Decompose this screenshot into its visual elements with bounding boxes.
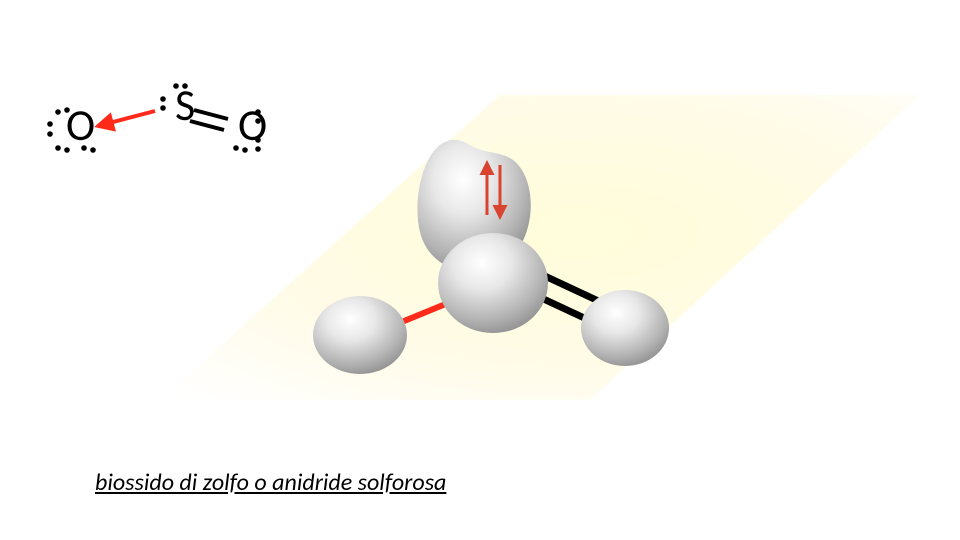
lewis-dot-o_left-2: [47, 121, 53, 127]
lewis-dot-o_left-5: [64, 147, 70, 153]
lewis-dot-o_right-3: [242, 147, 248, 153]
lewis-dot-o_right-4: [255, 137, 261, 143]
lewis-atom-o_left: O: [66, 98, 95, 152]
lewis-dot-s-2: [160, 96, 166, 102]
lewis-dot-o_left-7: [90, 147, 96, 153]
diagram-svg: OSO: [0, 0, 960, 540]
lewis-dot-o_right-1: [255, 118, 261, 124]
lewis-single-bond-arrow: [98, 111, 155, 126]
lewis-double-bond-a: [194, 110, 228, 119]
lewis-dot-o_right-5: [255, 146, 261, 152]
lewis-dot-s-3: [160, 105, 166, 111]
atom-sphere-left: [313, 296, 407, 374]
lewis-dot-o_right-2: [233, 145, 239, 151]
lewis-dot-o_left-4: [55, 145, 61, 151]
lewis-dot-s-0: [173, 83, 179, 89]
lewis-dot-o_left-3: [47, 131, 53, 137]
plane: [160, 95, 920, 400]
lewis-dot-o_left-1: [64, 107, 70, 113]
atom-sphere-right: [581, 290, 669, 366]
lewis-atom-o_right: O: [238, 98, 267, 152]
lewis-dot-o_right-0: [255, 109, 261, 115]
diagram-root: OSO biossido di zolfo o anidride solforo…: [0, 0, 960, 540]
atom-sphere-center: [438, 233, 548, 333]
lewis-dot-s-1: [182, 83, 188, 89]
caption-text: biossido di zolfo o anidride solforosa: [95, 468, 446, 497]
lewis-dot-o_left-0: [55, 109, 61, 115]
lewis-dot-o_left-6: [81, 145, 87, 151]
